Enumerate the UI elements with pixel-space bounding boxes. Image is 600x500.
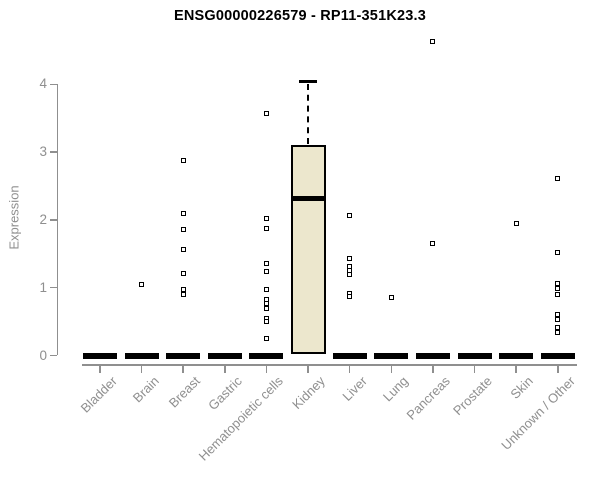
- outlier-marker: [555, 324, 561, 330]
- outlier-marker: [263, 110, 269, 116]
- outlier-marker: [180, 291, 186, 297]
- outlier-marker: [430, 39, 436, 45]
- outlier-marker: [180, 270, 186, 276]
- x-tick-mark: [182, 365, 184, 373]
- whisker-line: [306, 84, 309, 144]
- x-tick-mark: [515, 365, 517, 373]
- zero-median-bar: [207, 352, 242, 359]
- x-tick-mark: [557, 365, 559, 373]
- outlier-marker: [263, 260, 269, 266]
- x-tick-mark: [390, 365, 393, 373]
- y-tick-label: 0: [39, 347, 47, 363]
- y-tick-mark: [50, 354, 57, 357]
- outlier-marker: [180, 210, 186, 216]
- box-iqr: [290, 144, 326, 355]
- y-tick-mark: [50, 151, 57, 153]
- outlier-marker: [388, 294, 394, 300]
- zero-median-bar: [415, 352, 450, 359]
- outlier-marker: [555, 281, 561, 287]
- zero-median-bar: [540, 352, 575, 359]
- outlier-marker: [180, 286, 186, 292]
- chart-title: ENSG00000226579 - RP11-351K23.3: [173, 8, 427, 24]
- outlier-marker: [555, 176, 561, 182]
- zero-median-bar: [457, 352, 492, 359]
- outlier-marker: [347, 272, 353, 278]
- outlier-marker: [180, 246, 186, 252]
- y-tick-mark: [50, 83, 57, 86]
- outlier-marker: [555, 285, 561, 291]
- outlier-marker: [263, 286, 269, 292]
- y-tick-mark: [50, 286, 57, 289]
- outlier-marker: [139, 281, 145, 287]
- outlier-marker: [180, 226, 186, 232]
- zero-median-bar: [83, 352, 117, 359]
- outlier-marker: [513, 221, 519, 227]
- outlier-marker: [347, 256, 353, 262]
- x-axis-line: [82, 364, 577, 366]
- y-tick-label: 1: [39, 279, 47, 295]
- zero-median-bar: [249, 352, 284, 359]
- outlier-marker: [430, 241, 436, 247]
- zero-median-bar: [166, 352, 201, 359]
- y-axis-line: [56, 84, 59, 356]
- outlier-marker: [555, 249, 561, 255]
- x-tick-mark: [224, 365, 226, 373]
- y-tick-mark: [50, 219, 57, 221]
- outlier-marker: [555, 291, 561, 297]
- outlier-marker: [263, 225, 269, 231]
- outlier-marker: [263, 305, 269, 311]
- y-tick-label: 2: [39, 211, 47, 227]
- zero-median-bar: [332, 352, 367, 359]
- outlier-marker: [555, 329, 561, 335]
- outlier-marker: [555, 312, 561, 318]
- y-tick-label: 4: [39, 76, 47, 92]
- outlier-marker: [263, 300, 269, 306]
- x-tick-mark: [348, 365, 351, 373]
- zero-median-bar: [374, 352, 409, 359]
- x-tick-mark: [307, 365, 309, 373]
- outlier-marker: [347, 213, 353, 219]
- outlier-marker: [263, 319, 269, 325]
- y-tick-label: 3: [39, 144, 47, 160]
- outlier-marker: [263, 268, 269, 274]
- x-tick-mark: [140, 365, 143, 373]
- outlier-marker: [347, 294, 353, 299]
- zero-median-bar: [124, 352, 159, 359]
- x-tick-mark: [432, 365, 434, 373]
- outlier-marker: [555, 317, 561, 323]
- x-tick-mark: [265, 365, 268, 373]
- box-median: [290, 196, 326, 202]
- whisker-cap: [299, 80, 318, 83]
- x-tick-mark: [99, 365, 101, 373]
- x-tick-mark: [473, 365, 476, 373]
- zero-median-bar: [499, 352, 534, 359]
- outlier-marker: [263, 216, 269, 222]
- outlier-marker: [263, 336, 269, 342]
- outlier-marker: [180, 157, 186, 163]
